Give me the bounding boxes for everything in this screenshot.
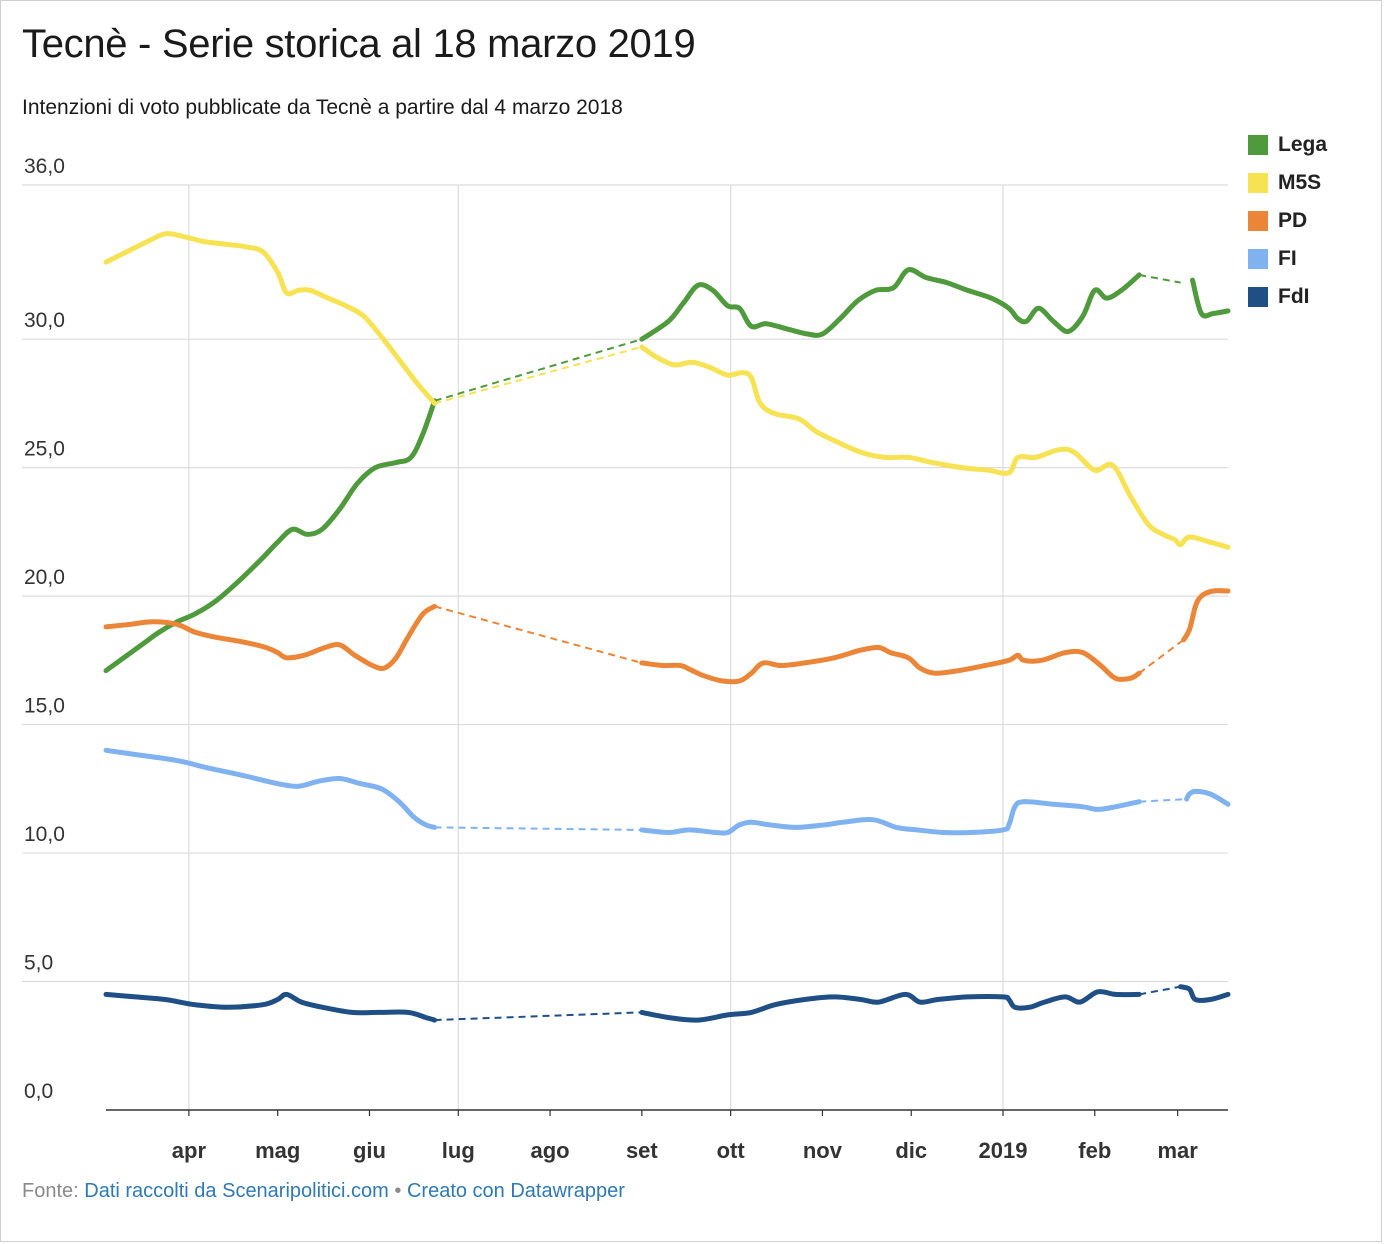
datawrapper-link[interactable]: Creato con Datawrapper: [406, 1180, 625, 1202]
series-pd-line: [103, 603, 438, 671]
series-pd-line: [1181, 588, 1231, 643]
y-tick-label: 20,0: [24, 566, 65, 589]
series-lega-line: [103, 398, 438, 674]
x-tick-label: lug: [442, 1138, 475, 1163]
x-tick-label: ott: [717, 1138, 746, 1163]
y-tick-label: 10,0: [24, 823, 65, 846]
x-tick-label: mag: [255, 1138, 300, 1163]
x-tick-label: apr: [172, 1138, 207, 1163]
x-tick-label: mar: [1157, 1138, 1198, 1163]
series-m5s-gap-line: [434, 345, 643, 405]
source-link[interactable]: Dati raccolti da Scenaripolitici.com: [84, 1180, 389, 1202]
y-tick-label: 5,0: [24, 952, 53, 975]
series-fdi-gap-line: [434, 1011, 642, 1022]
series-fdi-line: [639, 989, 1142, 1023]
y-tick-label: 36,0: [24, 155, 65, 178]
legend-label: FdI: [1278, 285, 1310, 308]
legend-label: PD: [1278, 209, 1308, 232]
series-pd-line: [639, 644, 1142, 685]
footer-separator: •: [394, 1180, 402, 1202]
legend-item-pd: PD: [1248, 202, 1327, 240]
x-tick-label: dic: [895, 1138, 927, 1163]
series-pd-gap-line: [434, 605, 643, 664]
series-fdi-line: [103, 991, 438, 1023]
series-fi-gap-line: [434, 826, 642, 831]
series-fdi-gap-line: [1139, 985, 1181, 996]
series-fi-line: [1184, 788, 1231, 807]
series-fi-line: [103, 747, 438, 830]
legend: Lega M5S PD FI FdI: [1248, 126, 1327, 316]
legend-label: M5S: [1278, 171, 1322, 194]
legend-item-fdi: FdI: [1248, 278, 1327, 316]
series-m5s-line: [639, 344, 1231, 550]
x-tick-label: 2019: [979, 1138, 1028, 1163]
series-m5s-line: [103, 231, 438, 406]
legend-item-m5s: M5S: [1248, 164, 1327, 202]
legend-label: FI: [1278, 247, 1297, 270]
chart-subtitle: Intenzioni di voto pubblicate da Tecnè a…: [22, 96, 623, 119]
legend-swatch: [1248, 211, 1268, 231]
series-lega-line: [1190, 277, 1231, 319]
series-fi-gap-line: [1139, 798, 1187, 803]
series-fi-line: [639, 799, 1142, 836]
series-pd-gap-line: [1138, 638, 1185, 674]
x-tick-label: ago: [531, 1138, 570, 1163]
series-fdi-line: [1178, 984, 1231, 1003]
legend-swatch: [1248, 173, 1268, 193]
x-tick-label: feb: [1078, 1138, 1111, 1163]
y-tick-label: 30,0: [24, 309, 65, 332]
legend-swatch: [1248, 135, 1268, 155]
legend-swatch: [1248, 287, 1268, 307]
legend-item-lega: Lega: [1248, 126, 1327, 164]
x-tick-label: set: [626, 1138, 658, 1163]
series-lega-line: [639, 267, 1142, 342]
series-lega-gap-line: [434, 338, 643, 402]
y-tick-label: 25,0: [24, 438, 65, 461]
footer-prefix: Fonte:: [22, 1180, 79, 1202]
y-tick-label: 0,0: [24, 1080, 53, 1103]
x-tick-label: nov: [803, 1138, 843, 1163]
legend-label: Lega: [1278, 133, 1328, 156]
series-lega-gap-line: [1139, 273, 1181, 284]
legend-swatch: [1248, 249, 1268, 269]
y-tick-label: 15,0: [24, 695, 65, 718]
x-tick-label: giu: [353, 1138, 386, 1163]
footer: Fonte: Dati raccolti da Scenaripolitici.…: [22, 1180, 625, 1203]
legend-item-fi: FI: [1248, 240, 1327, 278]
chart-title: Tecnè - Serie storica al 18 marzo 2019: [22, 22, 696, 66]
